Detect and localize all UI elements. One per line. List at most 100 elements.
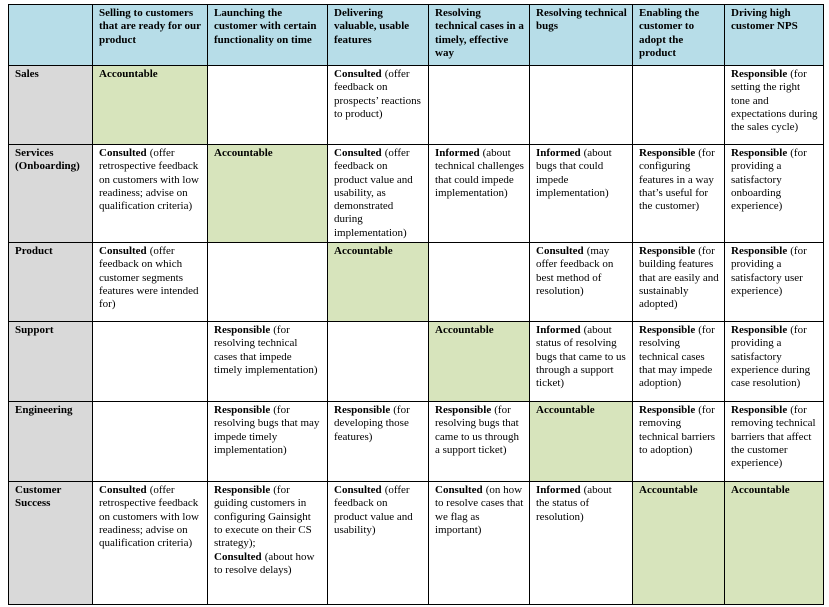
role-note: (may offer feedback on best method of re… <box>536 245 614 297</box>
corner-cell <box>8 4 93 66</box>
role: Accountable <box>639 484 698 497</box>
table-cell <box>207 242 328 323</box>
table-cell <box>92 401 208 483</box>
table-cell <box>632 65 725 145</box>
role-note: (for resolving bugs that came to us thro… <box>435 404 520 456</box>
table-cell: Responsible (for providing a satisfactory… <box>724 143 824 244</box>
role-note: (for building features that are easily a… <box>639 245 719 311</box>
role: Responsible <box>334 404 391 417</box>
table-cell: Responsible (for removing technical barri… <box>724 401 824 483</box>
role-note: (about bugs that could impede implementa… <box>536 147 612 199</box>
cell-entry: Responsible (for providing a satisfactory… <box>731 147 818 213</box>
table-cell: Accountable <box>92 65 208 145</box>
role: Responsible <box>731 147 788 159</box>
cell-entry: Responsible (for removing technical barri… <box>639 404 719 457</box>
role: Informed <box>435 147 480 159</box>
table-cell: Consulted (offer retrospective feedback o… <box>92 143 208 244</box>
role: Responsible <box>731 324 788 337</box>
cell-entry: Responsible (for resolving technical case… <box>214 324 322 377</box>
cell-entry: Accountable <box>99 68 202 81</box>
role: Informed <box>536 147 581 159</box>
role: Consulted <box>536 245 584 258</box>
role: Responsible <box>731 245 788 258</box>
table-row: Support Responsible (for resolving technic… <box>8 321 824 403</box>
cell-entry: Responsible (for removing technical barri… <box>731 404 818 470</box>
row-label: Sales <box>8 65 93 145</box>
role: Consulted <box>214 550 262 563</box>
table-cell <box>327 321 429 403</box>
column-header: Launching the customer with certain func… <box>207 4 328 66</box>
cell-entry: Consulted (offer feedback on product valu… <box>334 147 423 240</box>
role-note: (for guiding customers in configuring Ga… <box>214 484 312 550</box>
table-cell: Responsible (for removing technical barri… <box>632 401 725 483</box>
role: Responsible <box>731 404 788 417</box>
cell-entry: Accountable <box>536 404 627 417</box>
role: Responsible <box>639 245 696 258</box>
role: Responsible <box>639 147 696 159</box>
role-note: (for removing technical barriers to adop… <box>639 404 716 456</box>
cell-entry: Consulted (offer feedback on which custom… <box>99 245 202 311</box>
role: Responsible <box>639 404 696 417</box>
role: Responsible <box>435 404 492 417</box>
cell-entry: Responsible (for setting the right tone a… <box>731 68 818 134</box>
cell-entry: Informed (about the status of resolution) <box>536 484 627 524</box>
table-cell: Accountable <box>724 481 824 606</box>
role: Accountable <box>435 324 494 337</box>
table-cell: Responsible (for setting the right tone a… <box>724 65 824 145</box>
table-cell: Accountable <box>428 321 530 403</box>
table-cell: Informed (about status of resolving bugs … <box>529 321 633 403</box>
role: Consulted <box>334 484 382 497</box>
table-cell <box>207 65 328 145</box>
table-cell: Responsible (for building features that a… <box>632 242 725 323</box>
role-note: (for providing a satisfactory experience… <box>731 324 811 390</box>
role-note: (offer retrospective feedback on custome… <box>99 147 199 213</box>
table-cell <box>428 65 530 145</box>
cell-entry: Consulted (offer feedback on product valu… <box>334 484 423 537</box>
role-note: (about status of resolving bugs that cam… <box>536 324 626 390</box>
role-note: (for providing a satisfactory onboarding… <box>731 147 807 213</box>
table-cell: Consulted (offer feedback on prospects’ r… <box>327 65 429 145</box>
role: Responsible <box>214 324 271 337</box>
role-note: (for developing those features) <box>334 404 410 443</box>
table-cell: Consulted (offer feedback on product valu… <box>327 143 429 244</box>
column-header: Resolving technical cases in a timely, e… <box>428 4 530 66</box>
role: Accountable <box>99 68 158 80</box>
role: Responsible <box>731 68 788 80</box>
role-note: (for resolving bugs that may impede time… <box>214 404 320 456</box>
header-row: Selling to customers that are ready for … <box>8 4 824 66</box>
cell-entry: Accountable <box>639 484 719 497</box>
cell-entry: Responsible (for guiding customers in con… <box>214 484 322 550</box>
cell-entry: Consulted (may offer feedback on best met… <box>536 245 627 298</box>
cell-entry: Informed (about status of resolving bugs … <box>536 324 627 390</box>
table-cell: Accountable <box>529 401 633 483</box>
role: Accountable <box>214 147 273 159</box>
cell-entry: Accountable <box>435 324 524 337</box>
role-note: (for configuring features in a way that’… <box>639 147 715 213</box>
column-header: Resolving technical bugs <box>529 4 633 66</box>
table-cell: Responsible (for resolving technical case… <box>632 321 725 403</box>
table-row: Services (Onboarding) Consulted (offer ret… <box>8 143 824 244</box>
role-note: (offer feedback on product value and usa… <box>334 484 413 536</box>
role-note: (for providing a satisfactory user exper… <box>731 245 807 297</box>
table-cell: Responsible (for providing a satisfactory… <box>724 321 824 403</box>
cell-entry: Responsible (for building features that a… <box>639 245 719 311</box>
cell-entry: Responsible (for resolving bugs that may … <box>214 404 322 457</box>
cell-entry: Informed (about technical challenges that… <box>435 147 524 200</box>
row-label: Engineering <box>8 401 93 483</box>
cell-entry: Accountable <box>214 147 322 160</box>
role-note: (on how to resolve cases that we flag as… <box>435 484 524 536</box>
row-label: Services (Onboarding) <box>8 143 93 244</box>
table-cell: Responsible (for providing a satisfactory… <box>724 242 824 323</box>
column-header: Driving high customer NPS <box>724 4 824 66</box>
role-note: (about the status of resolution) <box>536 484 612 523</box>
cell-entry: Consulted (offer retrospective feedback o… <box>99 484 202 550</box>
row-label: Customer Success <box>8 481 93 606</box>
role-note: (offer feedback on product value and usa… <box>334 147 413 239</box>
table-cell: Responsible (for resolving bugs that came… <box>428 401 530 483</box>
table-cell: Accountable <box>207 143 328 244</box>
role: Consulted <box>99 245 147 258</box>
cell-entry: Responsible (for developing those feature… <box>334 404 423 444</box>
role-note: (for setting the right tone and expectat… <box>731 68 818 134</box>
role-note: (for resolving technical cases that impe… <box>214 324 318 376</box>
